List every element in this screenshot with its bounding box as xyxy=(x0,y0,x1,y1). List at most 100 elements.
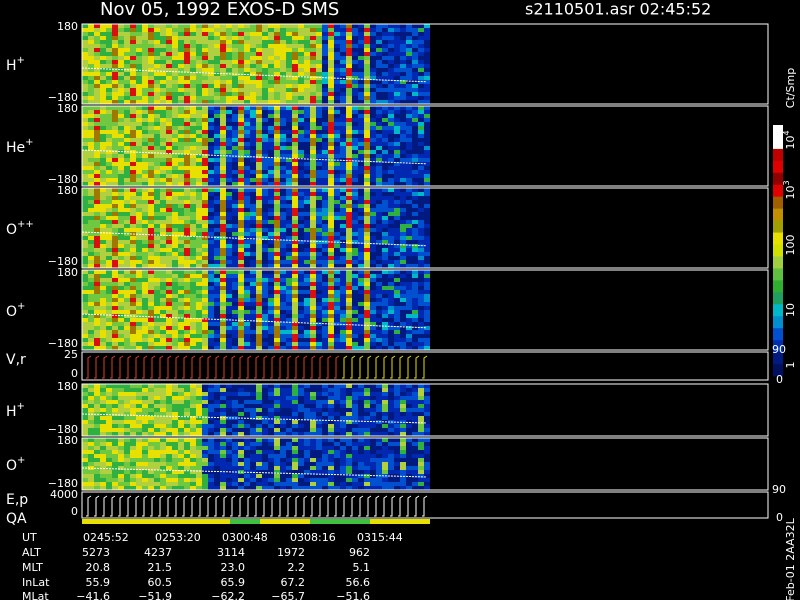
spectrogram-cell xyxy=(382,224,388,228)
spectrogram-cell xyxy=(268,286,274,290)
spectrogram-cell xyxy=(100,138,106,142)
spectrogram-cell xyxy=(364,80,370,84)
spectrogram-cell xyxy=(334,146,340,150)
sweep-mark xyxy=(278,355,284,379)
spectrogram-cell xyxy=(394,150,400,154)
sweep-mark xyxy=(86,355,92,379)
spectrogram-cell xyxy=(244,84,250,88)
spectrogram-cell xyxy=(424,178,430,182)
spectrogram-cell xyxy=(328,346,334,350)
spectrogram-cell xyxy=(244,200,250,204)
spectrogram-cell xyxy=(340,80,346,84)
spectrogram-cell xyxy=(256,330,262,334)
spectrogram-cell xyxy=(412,216,418,220)
spectrogram-cell xyxy=(418,52,424,56)
spectrogram-cell xyxy=(238,326,244,330)
spectrogram-cell xyxy=(268,322,274,326)
spectrogram-cell xyxy=(244,232,250,236)
spectrogram-cell xyxy=(202,212,208,216)
spectrogram-cell xyxy=(328,142,334,146)
spectrogram-cell xyxy=(82,286,88,290)
spectrogram-cell xyxy=(118,412,124,416)
spectrogram-cell xyxy=(406,318,412,322)
spectrogram-cell xyxy=(124,432,130,436)
spectrogram-cell xyxy=(142,342,148,346)
spectrogram-cell xyxy=(370,48,376,52)
spectrogram-cell xyxy=(166,60,172,64)
spectrogram-cell xyxy=(82,314,88,318)
spectrogram-cell xyxy=(160,220,166,224)
spectrogram-cell xyxy=(238,322,244,326)
spectrogram-cell xyxy=(136,130,142,134)
spectrogram-cell xyxy=(238,134,244,138)
spectrogram-cell xyxy=(154,110,160,114)
spectrogram-cell xyxy=(244,260,250,264)
spectrogram-cell xyxy=(352,200,358,204)
spectrogram-cell xyxy=(172,384,178,388)
spectrogram-cell xyxy=(232,196,238,200)
spectrogram-cell xyxy=(244,114,250,118)
spectrogram-cell xyxy=(106,408,112,412)
spectrogram-cell xyxy=(172,166,178,170)
spectrogram-cell xyxy=(130,252,136,256)
spectrogram-cell xyxy=(226,52,232,56)
spectrogram-cell xyxy=(106,322,112,326)
spectrogram-cell xyxy=(94,118,100,122)
spectrogram-cell xyxy=(292,188,298,192)
spectrogram-cell xyxy=(346,322,352,326)
spectrogram-cell xyxy=(238,260,244,264)
spectrogram-cell xyxy=(358,338,364,342)
spectrogram-cell xyxy=(328,270,334,274)
spectrogram-cell xyxy=(232,192,238,196)
spectrogram-cell xyxy=(382,150,388,154)
spectrogram-cell xyxy=(364,154,370,158)
spectrogram-cell xyxy=(262,150,268,154)
spectrogram-cell xyxy=(154,28,160,32)
spectrogram-cell xyxy=(262,306,268,310)
spectrogram-cell xyxy=(292,150,298,154)
spectrogram-cell xyxy=(100,200,106,204)
spectrogram-cell xyxy=(418,306,424,310)
spectrogram-cell xyxy=(100,92,106,96)
spectrogram-cell xyxy=(340,252,346,256)
spectrogram-cell xyxy=(394,72,400,76)
spectrogram-cell xyxy=(400,110,406,114)
spectrogram-cell xyxy=(328,192,334,196)
spectrogram-cell xyxy=(142,142,148,146)
spectrogram-cell xyxy=(298,252,304,256)
spectrogram-cell xyxy=(232,100,238,104)
spectrogram-cell xyxy=(136,224,142,228)
spectrogram-cell xyxy=(184,100,190,104)
spectrogram-cell xyxy=(334,44,340,48)
spectrogram-cell xyxy=(364,170,370,174)
spectrogram-cell xyxy=(202,260,208,264)
spectrogram-cell xyxy=(88,412,94,416)
spectrogram-cell xyxy=(322,196,328,200)
spectrogram-cell xyxy=(412,36,418,40)
spectrogram-cell xyxy=(214,240,220,244)
spectrogram-cell xyxy=(328,72,334,76)
spectrogram-cell xyxy=(400,290,406,294)
spectrogram-cell xyxy=(136,412,142,416)
spectrogram-cell xyxy=(178,146,184,150)
spectrogram-cell xyxy=(208,264,214,268)
spectrogram-cell xyxy=(382,32,388,36)
spectrogram-cell xyxy=(190,28,196,32)
spectrogram-cell xyxy=(322,170,328,174)
spectrogram-cell xyxy=(88,216,94,220)
spectrogram-cell xyxy=(130,60,136,64)
spectrogram-cell xyxy=(172,260,178,264)
spectrogram-cell xyxy=(256,216,262,220)
spectrogram-cell xyxy=(394,138,400,142)
spectrogram-cell xyxy=(400,212,406,216)
spectrogram-cell xyxy=(280,294,286,298)
spectrogram-cell xyxy=(154,302,160,306)
spectrogram-cell xyxy=(154,286,160,290)
spectrogram-cell xyxy=(400,196,406,200)
spectrogram-cell xyxy=(364,228,370,232)
spectrogram-cell xyxy=(148,424,154,428)
spectrogram-cell xyxy=(388,240,394,244)
spectrogram-cell xyxy=(166,44,172,48)
spectrogram-cell xyxy=(292,182,298,186)
spectrogram-cell xyxy=(88,428,94,432)
